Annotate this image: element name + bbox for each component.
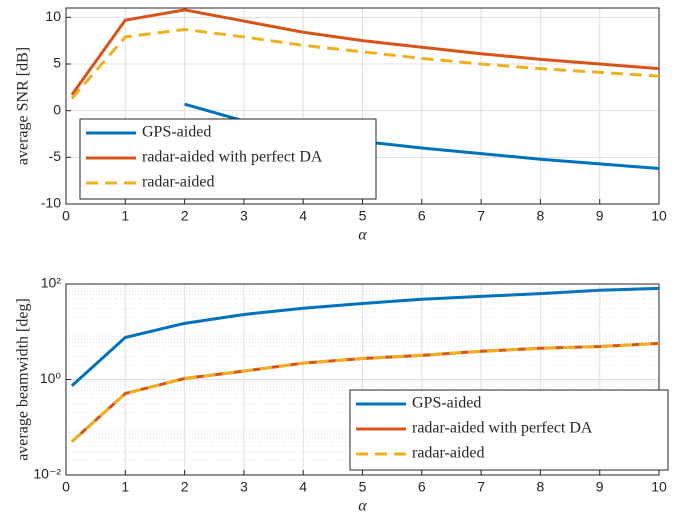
x-tick-label: 10 — [651, 479, 667, 495]
plot-frame — [65, 7, 660, 205]
x-tick-label: 5 — [359, 479, 367, 495]
x-tick-label: 4 — [299, 479, 307, 495]
x-tick-label: 3 — [240, 208, 248, 224]
series-line — [70, 341, 660, 443]
x-tick-label: 7 — [477, 208, 485, 224]
legend: GPS-aided radar-aided with perfect DA rada… — [79, 118, 377, 200]
x-axis-label: α — [358, 498, 367, 515]
legend: GPS-aided radar-aided with perfect DA rada… — [349, 389, 669, 471]
legend-label: radar-aided with perfect DA — [142, 149, 323, 166]
legend-label: radar-aided — [412, 445, 485, 462]
x-tick-label: 2 — [181, 479, 189, 495]
y-tick-label: -10 — [41, 195, 61, 211]
y-tick-label: -5 — [49, 148, 62, 164]
y-tick-label: 0 — [53, 101, 61, 117]
x-tick-label: 7 — [477, 479, 485, 495]
x-tick-label: 6 — [418, 208, 426, 224]
x-tick-label: 8 — [537, 479, 545, 495]
x-tick-label: 0 — [62, 208, 70, 224]
x-tick-label: 5 — [359, 208, 367, 224]
x-tick-label: 2 — [181, 208, 189, 224]
y-tick-label: 10⁻² — [33, 466, 61, 482]
x-tick-label: 6 — [418, 479, 426, 495]
legend-label: GPS-aided — [412, 395, 481, 412]
y-tick-label: 10 — [45, 8, 61, 24]
y-tick-label: 10² — [41, 275, 62, 291]
y-axis-label: average beamwidth [deg] — [15, 298, 32, 461]
series-line — [70, 27, 660, 100]
y-axis-label: average SNR [dB] — [15, 47, 32, 165]
legend-label: radar-aided with perfect DA — [412, 420, 593, 437]
y-tick-label: 5 — [53, 55, 61, 71]
x-tick-label: 9 — [596, 208, 604, 224]
series-line — [70, 286, 660, 387]
x-tick-label: 4 — [299, 208, 307, 224]
legend-label: radar-aided — [142, 174, 215, 191]
legend-label: GPS-aided — [142, 124, 211, 141]
y-tick-label: 10⁰ — [40, 370, 62, 386]
x-axis-label: α — [358, 227, 367, 244]
x-tick-label: 0 — [62, 479, 70, 495]
series-line — [70, 8, 660, 96]
x-tick-label: 9 — [596, 479, 604, 495]
x-tick-label: 10 — [651, 208, 667, 224]
x-tick-label: 8 — [537, 208, 545, 224]
x-tick-label: 1 — [121, 208, 129, 224]
plot-frame — [65, 283, 660, 476]
x-tick-label: 3 — [240, 479, 248, 495]
x-tick-label: 1 — [121, 479, 129, 495]
